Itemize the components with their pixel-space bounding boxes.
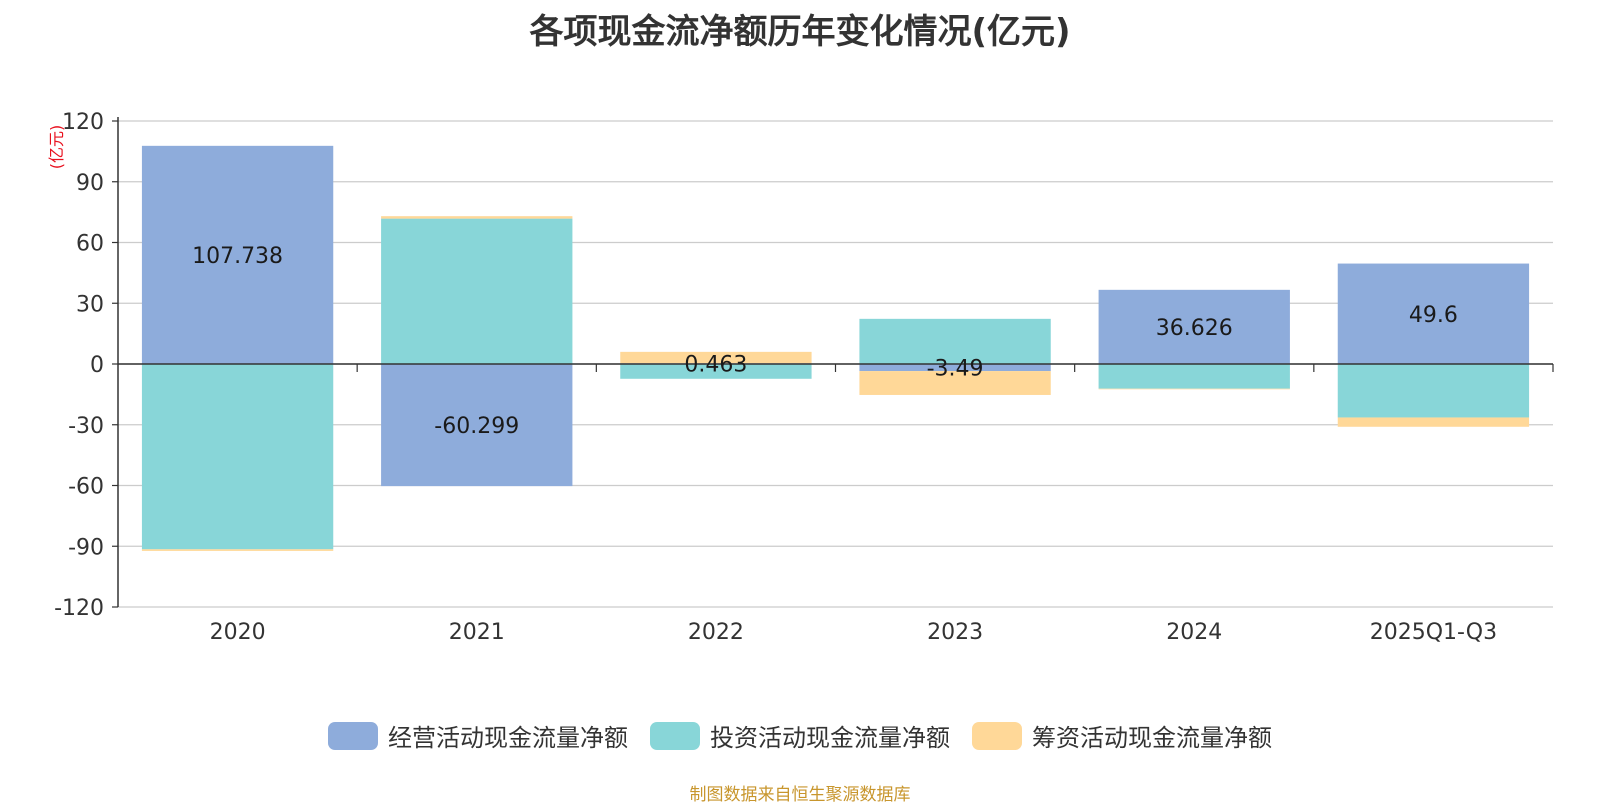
source-note: 制图数据来自恒生聚源数据库 (0, 780, 1600, 805)
bar-segment (1338, 364, 1529, 417)
y-unit-label: (亿元) (47, 125, 66, 170)
y-tick-label: -90 (68, 535, 104, 560)
x-tick-label: 2020 (210, 620, 266, 645)
bar-segment (142, 364, 333, 549)
x-tick-label: 2023 (927, 620, 983, 645)
legend-item[interactable]: 经营活动现金流量净额 (328, 718, 628, 753)
y-tick-label: 30 (76, 292, 104, 317)
data-label: 0.463 (684, 353, 747, 378)
y-tick-label: -30 (68, 414, 104, 439)
bar-segment (1338, 417, 1529, 426)
bar-segment (1099, 389, 1290, 390)
y-tick-label: 90 (76, 171, 104, 196)
x-tick-label: 2022 (688, 620, 744, 645)
legend: 经营活动现金流量净额 投资活动现金流量净额 筹资活动现金流量净额 (0, 718, 1600, 753)
data-label: 107.738 (192, 244, 283, 269)
y-tick-label: 120 (62, 110, 104, 135)
legend-swatch (650, 722, 700, 750)
bar-segment (381, 219, 572, 364)
legend-item[interactable]: 筹资活动现金流量净额 (972, 718, 1272, 753)
bar-segment (142, 549, 333, 551)
x-tick-label: 2021 (449, 620, 505, 645)
data-label: 49.6 (1409, 303, 1458, 328)
legend-label: 筹资活动现金流量净额 (1032, 718, 1272, 753)
bars (142, 146, 1529, 551)
data-label: -60.299 (434, 414, 519, 439)
legend-swatch (972, 722, 1022, 750)
x-tick-label: 2025Q1-Q3 (1370, 620, 1497, 645)
legend-label: 经营活动现金流量净额 (388, 718, 628, 753)
data-label: 36.626 (1156, 316, 1233, 341)
bar-segment (1099, 364, 1290, 389)
data-label: -3.49 (927, 357, 984, 382)
legend-swatch (328, 722, 378, 750)
y-tick-label: -60 (68, 475, 104, 500)
y-tick-label: -120 (54, 596, 104, 621)
legend-item[interactable]: 投资活动现金流量净额 (650, 718, 950, 753)
y-tick-label: 0 (90, 353, 104, 378)
legend-label: 投资活动现金流量净额 (710, 718, 950, 753)
bar-segment (381, 216, 572, 218)
x-tick-label: 2024 (1166, 620, 1222, 645)
y-tick-label: 60 (76, 232, 104, 257)
